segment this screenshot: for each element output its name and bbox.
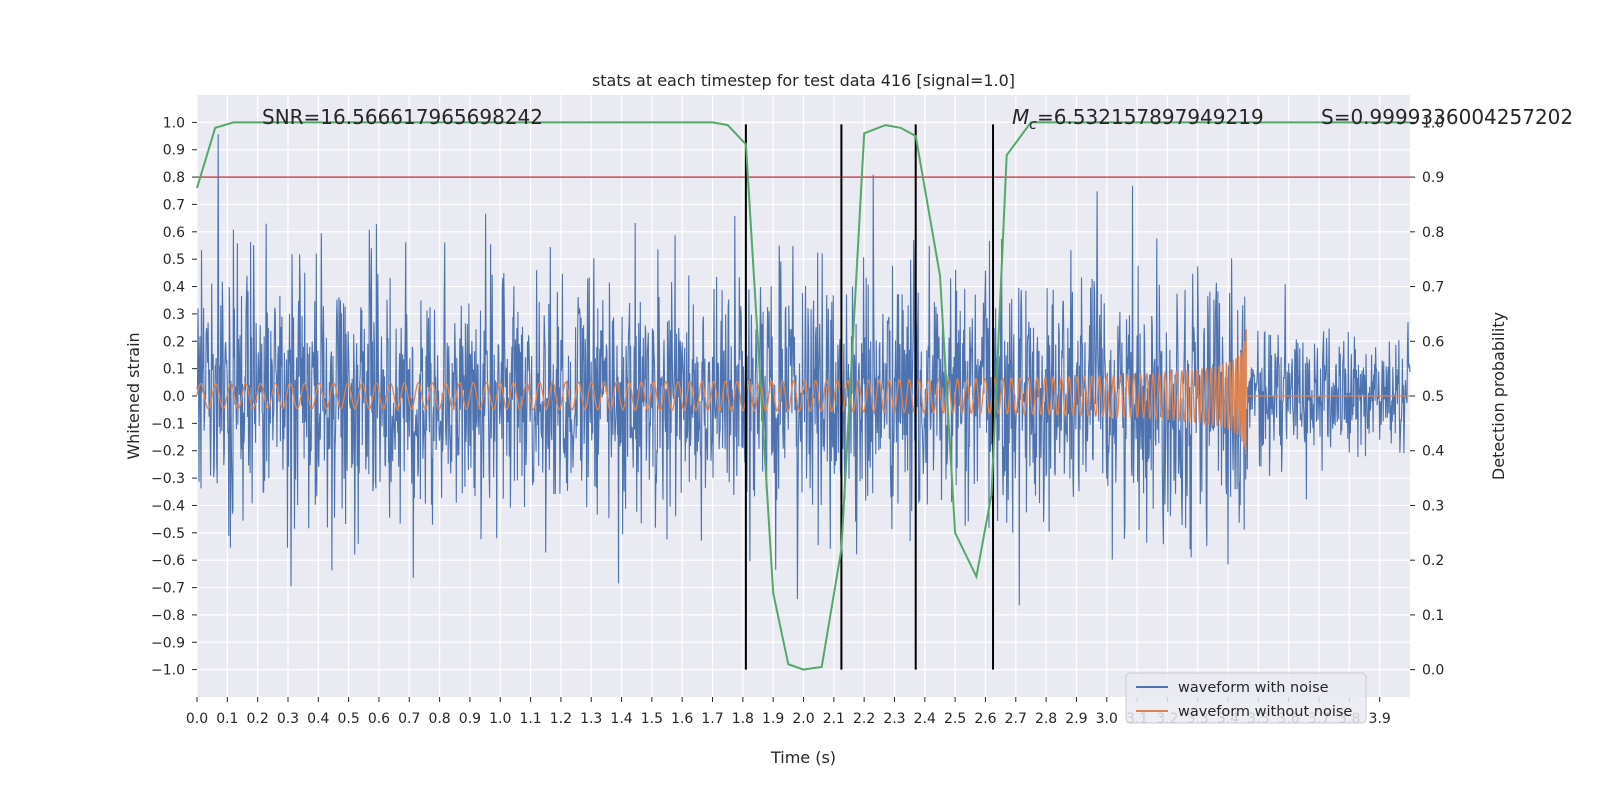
y2-tick-label: 0.3 [1422, 498, 1444, 514]
x-tick-label: 2.0 [792, 711, 814, 727]
x-tick-label: 1.0 [489, 711, 511, 727]
x-axis-label: Time (s) [770, 748, 836, 767]
y-tick-label: −0.4 [151, 498, 185, 514]
x-tick-label: 1.9 [762, 711, 784, 727]
y-tick-label: 0.0 [163, 389, 185, 405]
x-tick-label: 1.6 [671, 711, 693, 727]
snr-annotation: SNR=16.566617965698242 [262, 105, 543, 129]
x-tick-label: 0.9 [459, 711, 481, 727]
x-tick-label: 0.6 [368, 711, 390, 727]
y2-tick-label: 0.8 [1422, 225, 1444, 241]
y-tick-label: −0.7 [151, 581, 185, 597]
y-tick-label: 1.0 [163, 115, 185, 131]
x-tick-label: 1.5 [641, 711, 663, 727]
y-tick-label: 0.3 [163, 307, 185, 323]
chirp-mass-symbol: M [1012, 105, 1029, 129]
x-tick-label: 2.9 [1065, 711, 1087, 727]
x-tick-label: 0.3 [277, 711, 299, 727]
x-tick-label: 0.1 [216, 711, 238, 727]
y2-tick-label: 0.6 [1422, 334, 1444, 350]
chirp-mass-annotation: Mc=6.532157897949219 [1012, 105, 1264, 133]
x-tick-label: 0.7 [398, 711, 420, 727]
y2-axis-ticks: 1.0 0.9 0.8 0.7 0.6 0.5 0.4 0.3 0.2 0.1 0.0 [1410, 115, 1444, 679]
x-tick-label: 1.8 [732, 711, 754, 727]
y2-tick-label: 0.4 [1422, 444, 1444, 460]
y2-tick-label: 0.9 [1422, 170, 1444, 186]
y2-tick-label: 0.7 [1422, 280, 1444, 296]
y-tick-label: −0.9 [151, 635, 185, 651]
y-tick-label: 0.5 [163, 252, 185, 268]
x-tick-label: 0.0 [186, 711, 208, 727]
chirp-mass-value: =6.532157897949219 [1037, 105, 1264, 129]
y2-tick-label: 0.1 [1422, 608, 1444, 624]
y-tick-label: 0.1 [163, 362, 185, 378]
x-tick-label: 0.4 [307, 711, 329, 727]
noisy-waveform-line [196, 134, 1411, 606]
y-tick-label: 0.2 [163, 334, 185, 350]
y-tick-label: −0.1 [151, 416, 185, 432]
x-tick-label: 1.3 [580, 711, 602, 727]
legend-label-noise: waveform with noise [1178, 680, 1329, 696]
x-tick-label: 1.1 [519, 711, 541, 727]
y-tick-label: −0.5 [151, 526, 185, 542]
x-tick-label: 2.4 [914, 711, 936, 727]
y-tick-label: 0.4 [163, 280, 185, 296]
x-tick-label: 0.2 [247, 711, 269, 727]
y-tick-label: −0.2 [151, 444, 185, 460]
y-axis-label: Whitened strain [124, 332, 143, 459]
x-tick-label: 0.5 [337, 711, 359, 727]
legend-box [1125, 672, 1367, 724]
chirp-mass-subscript: c [1029, 117, 1037, 133]
y-tick-label: 0.6 [163, 225, 185, 241]
y2-tick-label: 0.2 [1422, 553, 1444, 569]
y-axis-ticks: 1.0 0.9 0.8 0.7 0.6 0.5 0.4 0.3 0.2 0.1 0.0 −0.1 −0.… [151, 115, 197, 679]
legend-label-clean: waveform without noise [1178, 704, 1352, 720]
x-tick-label: 2.6 [974, 711, 996, 727]
y2-tick-label: 0.0 [1422, 663, 1444, 679]
y-tick-label: −0.6 [151, 553, 185, 569]
y2-tick-label: 0.5 [1422, 389, 1444, 405]
clean-waveform-line [196, 329, 1410, 455]
noisy-waveform-series [196, 134, 1411, 606]
x-tick-label: 1.2 [550, 711, 572, 727]
legend: waveform with noise waveform without noi… [1125, 672, 1367, 724]
y-tick-label: 0.7 [163, 197, 185, 213]
detection-probability-line [196, 121, 1410, 671]
detection-probability-series [196, 121, 1410, 671]
x-tick-label: 2.2 [853, 711, 875, 727]
x-tick-label: 2.3 [883, 711, 905, 727]
x-tick-label: 2.5 [944, 711, 966, 727]
x-tick-label: 0.8 [428, 711, 450, 727]
y-tick-label: 0.9 [163, 143, 185, 159]
y2-tick-label: 1.0 [1422, 115, 1444, 131]
x-tick-label: 2.8 [1035, 711, 1057, 727]
x-tick-label: 1.7 [701, 711, 723, 727]
y-tick-label: 0.8 [163, 170, 185, 186]
x-tick-label: 2.1 [823, 711, 845, 727]
x-tick-label: 3.0 [1096, 711, 1118, 727]
chart-title: stats at each timestep for test data 416… [592, 71, 1015, 90]
y-tick-label: −1.0 [151, 663, 185, 679]
score-annotation: S=0.9999336004257202 [1321, 105, 1573, 129]
y-tick-label: −0.3 [151, 471, 185, 487]
vertical-markers [744, 124, 995, 670]
clean-waveform-series [196, 329, 1410, 455]
x-axis-ticks: 0.0 0.1 0.2 0.3 0.4 0.5 0.6 0.7 0.8 0.9 1.0 1.1 1.2 1… [186, 697, 1391, 727]
y2-axis-label: Detection probability [1489, 312, 1508, 480]
x-tick-label: 3.9 [1369, 711, 1391, 727]
y-tick-label: −0.8 [151, 608, 185, 624]
x-tick-label: 1.4 [610, 711, 632, 727]
x-tick-label: 2.7 [1005, 711, 1027, 727]
